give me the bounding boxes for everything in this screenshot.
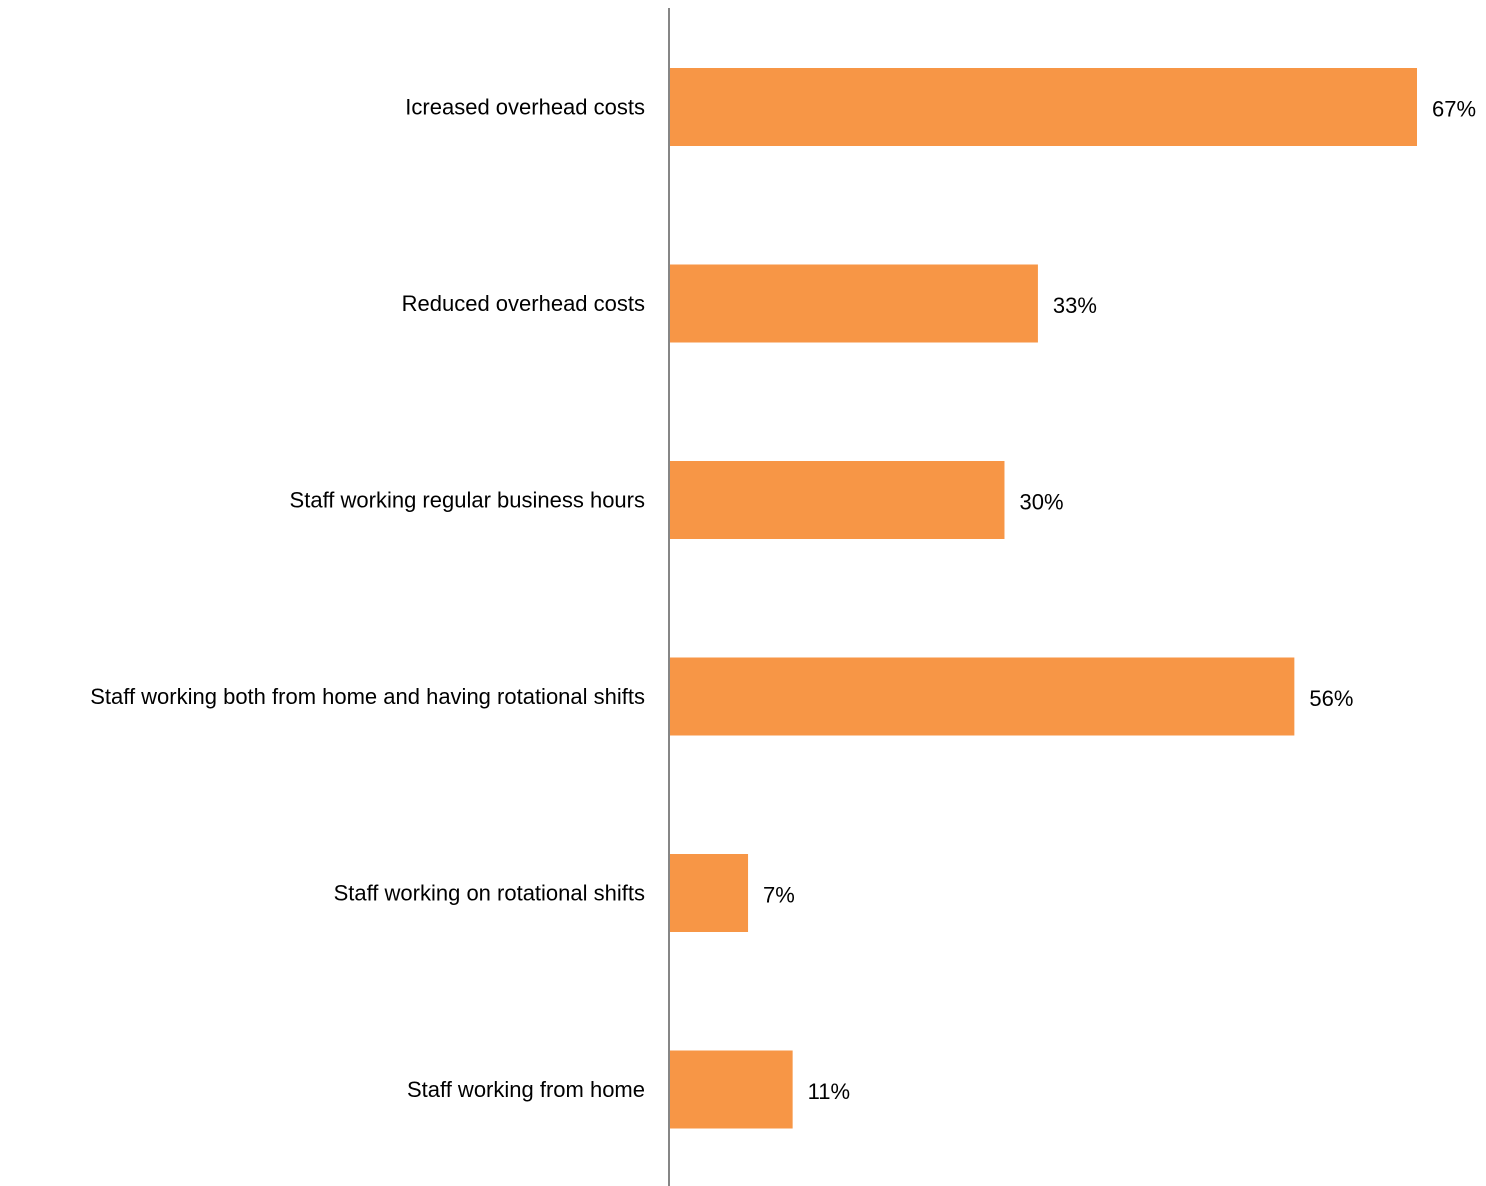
category-label: Staff working both from home and having … [90, 684, 645, 709]
data-label: 11% [808, 1079, 850, 1104]
bar [670, 461, 1005, 539]
data-label: 33% [1053, 293, 1097, 318]
category-label: Staff working regular business hours [290, 488, 645, 513]
data-label: 67% [1432, 97, 1476, 122]
bar [670, 854, 749, 932]
data-label: 30% [1019, 490, 1063, 515]
category-label: Icreased overhead costs [405, 95, 645, 120]
data-label: 7% [763, 883, 795, 908]
bar [670, 264, 1038, 343]
data-label: 56% [1309, 686, 1353, 711]
labels-group: Icreased overhead costs 67% Reduced overhe… [90, 95, 1476, 1105]
category-label: Staff working on rotational shifts [334, 881, 645, 906]
category-label: Reduced overhead costs [402, 291, 645, 316]
bar [670, 1050, 793, 1129]
bars-group [670, 68, 1417, 1129]
bar [670, 657, 1295, 736]
category-label: Staff working from home [407, 1077, 645, 1102]
bar [670, 68, 1417, 146]
